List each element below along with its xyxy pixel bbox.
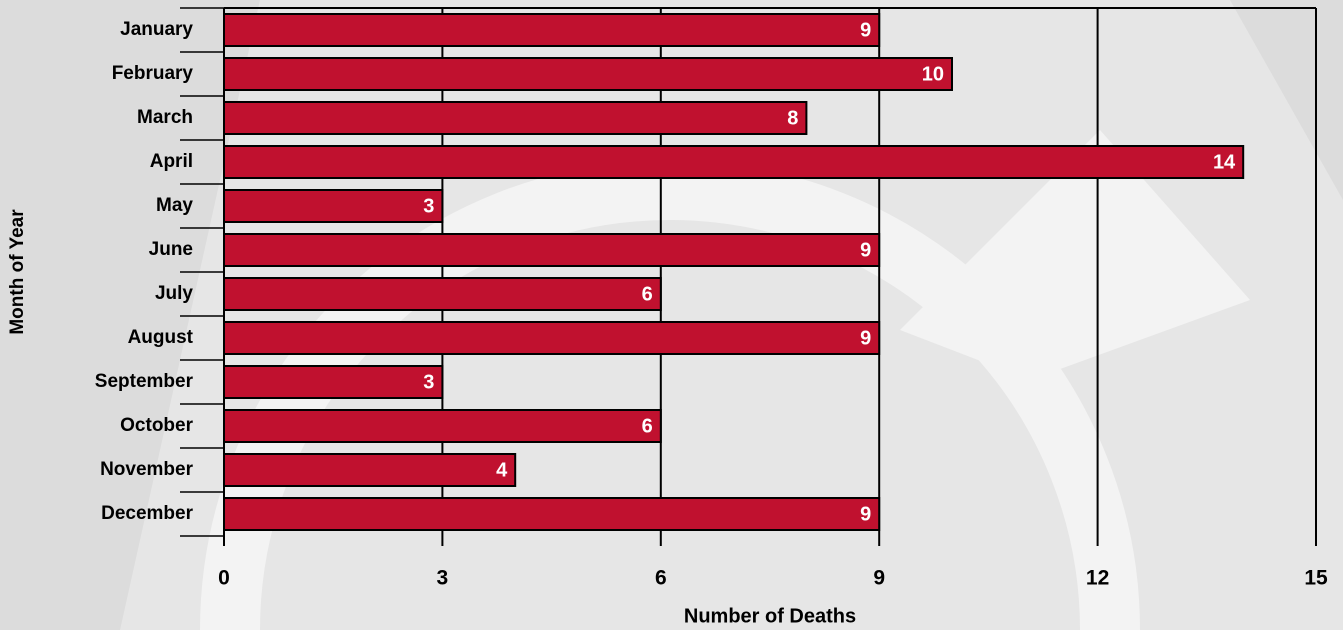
value-label: 9: [860, 239, 871, 261]
y-tick-label: May: [156, 195, 193, 216]
value-label: 3: [423, 371, 434, 393]
watermark-shape: [0, 0, 260, 630]
y-tick-label: December: [101, 503, 193, 524]
value-label: 9: [860, 19, 871, 41]
y-tick-label: February: [112, 63, 194, 84]
x-tick-label: 3: [437, 567, 449, 590]
x-tick-label: 6: [655, 567, 667, 590]
value-label: 14: [1213, 151, 1236, 173]
y-tick-label: August: [128, 327, 194, 348]
value-label: 6: [642, 415, 653, 437]
value-label: 8: [787, 107, 798, 129]
y-tick-label: July: [155, 283, 193, 304]
bar: [223, 189, 444, 223]
y-tick-label: June: [149, 239, 193, 260]
bar: [223, 365, 444, 399]
x-tick-label: 0: [218, 567, 230, 590]
value-label: 9: [860, 503, 871, 525]
value-label: 10: [922, 63, 944, 85]
value-label: 3: [423, 195, 434, 217]
x-tick-label: 15: [1304, 567, 1328, 590]
y-tick-label: April: [150, 151, 193, 172]
x-tick-label: 9: [873, 567, 885, 590]
bar: [223, 57, 953, 91]
bar: [223, 101, 808, 135]
y-tick-label: January: [120, 19, 193, 40]
y-tick-label: September: [95, 371, 194, 392]
y-tick-label: March: [137, 107, 193, 128]
value-label: 6: [642, 283, 653, 305]
bar: [223, 321, 881, 355]
bar: [223, 453, 517, 487]
bar: [223, 233, 881, 267]
y-tick-label: November: [100, 459, 194, 480]
bar: [223, 13, 881, 47]
bar: [223, 277, 662, 311]
bar: [223, 497, 881, 531]
value-label: 9: [860, 327, 871, 349]
y-tick-label: October: [120, 415, 193, 436]
bar: [223, 409, 662, 443]
x-tick-label: 12: [1086, 567, 1109, 590]
y-axis-title: Month of Year: [7, 209, 28, 335]
watermark-shape: [1230, 0, 1343, 200]
bar: [223, 145, 1245, 179]
x-axis-title: Number of Deaths: [684, 605, 856, 627]
value-label: 4: [496, 459, 508, 481]
